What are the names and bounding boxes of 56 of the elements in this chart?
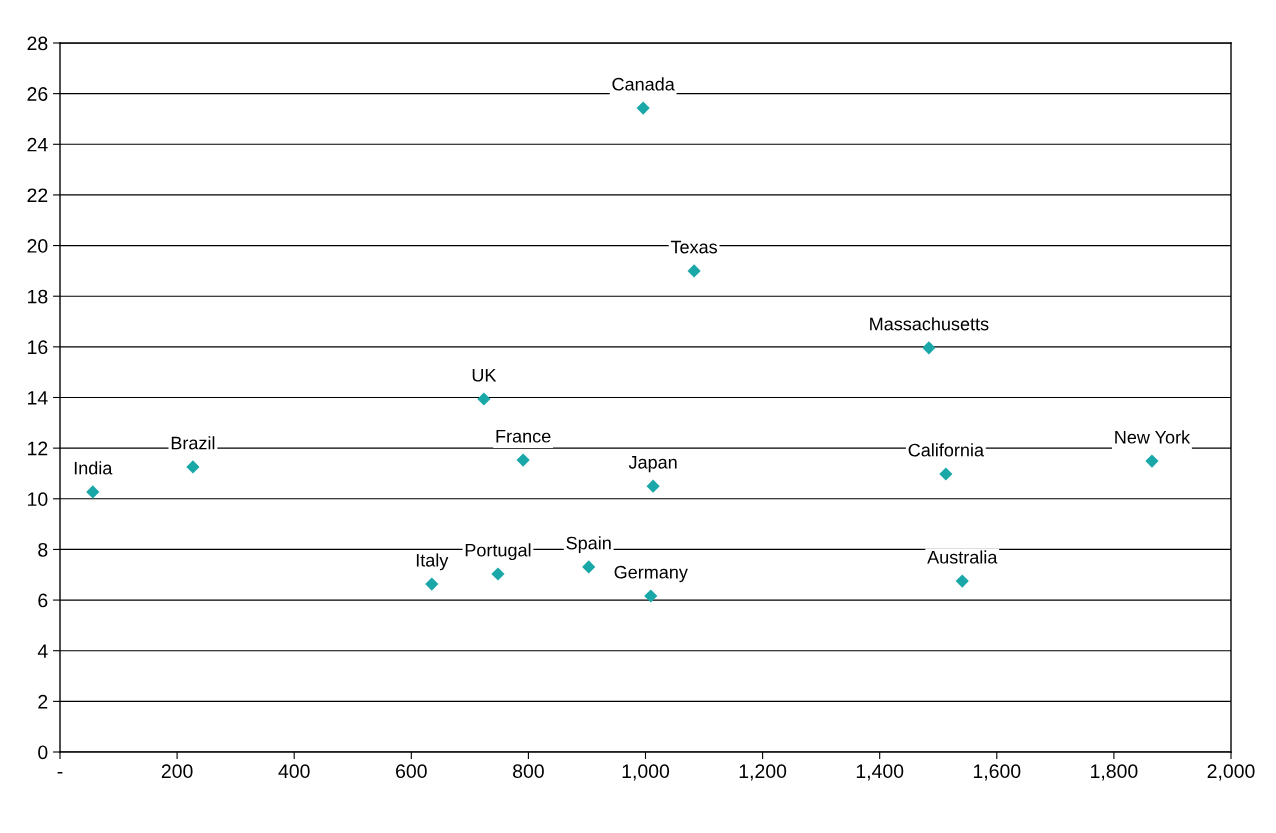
point xyxy=(86,485,100,499)
y-tick-label: 16 xyxy=(28,340,48,355)
y-tick-label: 4 xyxy=(37,644,48,658)
y-tick-label: 2 xyxy=(38,694,48,709)
annotation: Australia xyxy=(927,550,998,564)
point xyxy=(477,392,491,406)
x-tick-label: 1,800 xyxy=(1091,764,1138,781)
point xyxy=(687,264,701,278)
annotation: Portugal xyxy=(465,543,531,561)
annotation: New York xyxy=(1115,430,1191,444)
annotation: California xyxy=(908,443,984,457)
x-tick-label: 200 xyxy=(161,764,193,779)
x-tick-label: 1,600 xyxy=(973,764,1021,781)
y-tick-label: 14 xyxy=(28,391,48,405)
x-tick-label: 1,200 xyxy=(739,764,787,781)
annotation: Italy xyxy=(416,553,449,571)
annotation: Spain xyxy=(566,536,611,554)
point xyxy=(922,341,936,355)
x-tick-label: 2,000 xyxy=(1207,764,1255,781)
y-tick-label: 22 xyxy=(27,188,48,202)
point xyxy=(425,577,439,591)
y-tick-label: 26 xyxy=(27,87,48,101)
y-tick-label: 6 xyxy=(38,593,48,608)
y-tick-label: 20 xyxy=(27,239,48,253)
x-tick-label: - xyxy=(57,771,63,774)
point xyxy=(939,467,953,481)
y-tick-label: 10 xyxy=(28,492,48,507)
y-tick-label: 18 xyxy=(28,289,48,304)
point xyxy=(516,453,530,467)
y-tick-label: 28 xyxy=(27,36,48,51)
x-tick-label: 400 xyxy=(278,764,310,779)
x-tick-label: 1,000 xyxy=(622,764,670,781)
point xyxy=(582,560,596,574)
point xyxy=(646,479,660,493)
point xyxy=(636,101,650,115)
annotation: France xyxy=(496,429,551,443)
y-tick-label: 8 xyxy=(38,542,48,557)
x-tick-label: 1,400 xyxy=(856,764,904,781)
y-tick-label: 24 xyxy=(27,137,48,152)
x-tick-label: 800 xyxy=(513,764,544,779)
annotation: Brazil xyxy=(171,436,215,450)
annotation: UK xyxy=(472,368,497,382)
annotation: Texas xyxy=(670,240,718,254)
annotation: Japan xyxy=(628,456,677,473)
point xyxy=(186,460,200,474)
y-tick-label: 12 xyxy=(28,441,48,456)
point xyxy=(955,574,969,588)
annotation: India xyxy=(74,461,113,475)
x-tick-label: 600 xyxy=(396,764,427,779)
point xyxy=(1145,454,1159,468)
y-tick-label: 0 xyxy=(38,745,48,760)
annotation: Massachusetts xyxy=(870,317,989,331)
annotation: Canada xyxy=(612,77,675,91)
point xyxy=(644,589,658,603)
point xyxy=(491,567,505,581)
annotation: Germany xyxy=(614,565,688,583)
